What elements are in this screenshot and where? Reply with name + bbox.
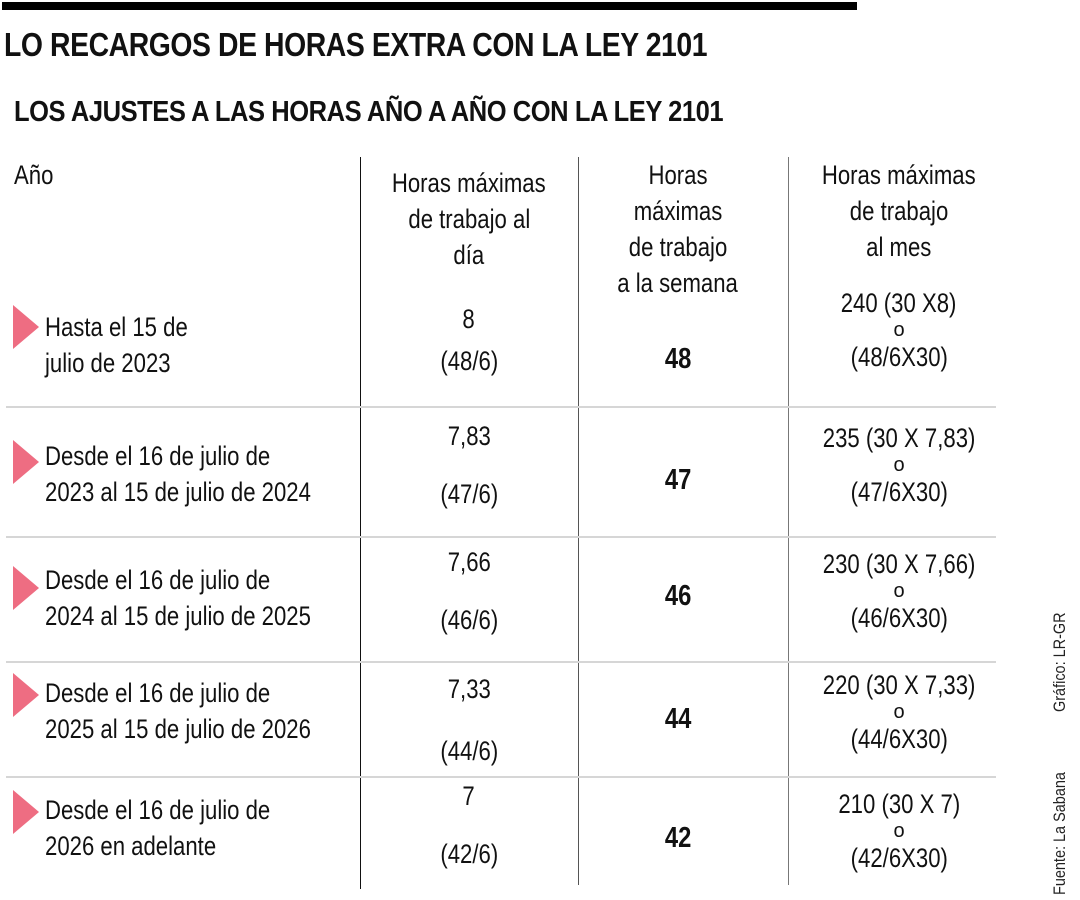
column-divider (578, 157, 579, 885)
weekly-hours: 44 (664, 703, 692, 735)
row-separator (6, 536, 996, 538)
daily-hours: 7 (42/6) (440, 781, 498, 869)
triangle-bullet-icon (13, 305, 39, 349)
column-header-week: Horas máximas de trabajo a la semana (617, 160, 739, 298)
monthly-hours: 230 (30 X 7,66) o (46/6X30) (822, 549, 976, 633)
monthly-hours: 240 (30 X8) o (48/6X30) (841, 288, 957, 372)
column-header-day: Horas máximas de trabajo al día (392, 168, 546, 270)
daily-hours: 8 (48/6) (440, 304, 498, 376)
weekly-hours: 47 (664, 464, 692, 496)
triangle-bullet-icon (13, 440, 39, 484)
source-credit: Fuente: La Sabana (1050, 772, 1069, 895)
credits: Fuente: La Sabana Gráfico: LR-GR (1050, 595, 1070, 895)
page-title: LO RECARGOS DE HORAS EXTRA CON LA LEY 21… (4, 26, 708, 63)
weekly-hours: 42 (664, 822, 692, 854)
weekly-hours: 48 (664, 343, 692, 375)
daily-hours: 7,83 (47/6) (440, 421, 498, 509)
period-label: Desde el 16 de julio de 2023 al 15 de ju… (45, 441, 311, 507)
monthly-hours: 235 (30 X 7,83) o (47/6X30) (822, 423, 976, 507)
column-divider (360, 157, 361, 889)
period-label: Desde el 16 de julio de 2024 al 15 de ju… (45, 565, 311, 631)
triangle-bullet-icon (13, 790, 39, 834)
triangle-bullet-icon (13, 673, 39, 717)
column-header-year: Año (14, 160, 54, 190)
monthly-hours: 220 (30 X 7,33) o (44/6X30) (822, 670, 976, 754)
column-divider (788, 157, 789, 885)
row-separator (6, 661, 996, 663)
daily-hours: 7,66 (46/6) (440, 547, 498, 635)
top-rule (2, 2, 857, 10)
row-separator (6, 406, 996, 408)
period-label: Desde el 16 de julio de 2025 al 15 de ju… (45, 678, 311, 744)
row-separator (6, 776, 996, 778)
period-label: Desde el 16 de julio de 2026 en adelante (45, 795, 271, 861)
triangle-bullet-icon (13, 566, 39, 610)
weekly-hours: 46 (664, 580, 692, 612)
daily-hours: 7,33 (44/6) (440, 674, 498, 766)
graphic-credit: Gráfico: LR-GR (1050, 612, 1069, 713)
monthly-hours: 210 (30 X 7) o (42/6X30) (838, 789, 960, 873)
column-header-month: Horas máximas de trabajo al mes (822, 160, 976, 262)
page-subtitle: LOS AJUSTES A LAS HORAS AÑO A AÑO CON LA… (14, 96, 724, 128)
period-label: Hasta el 15 de julio de 2023 (45, 312, 188, 378)
